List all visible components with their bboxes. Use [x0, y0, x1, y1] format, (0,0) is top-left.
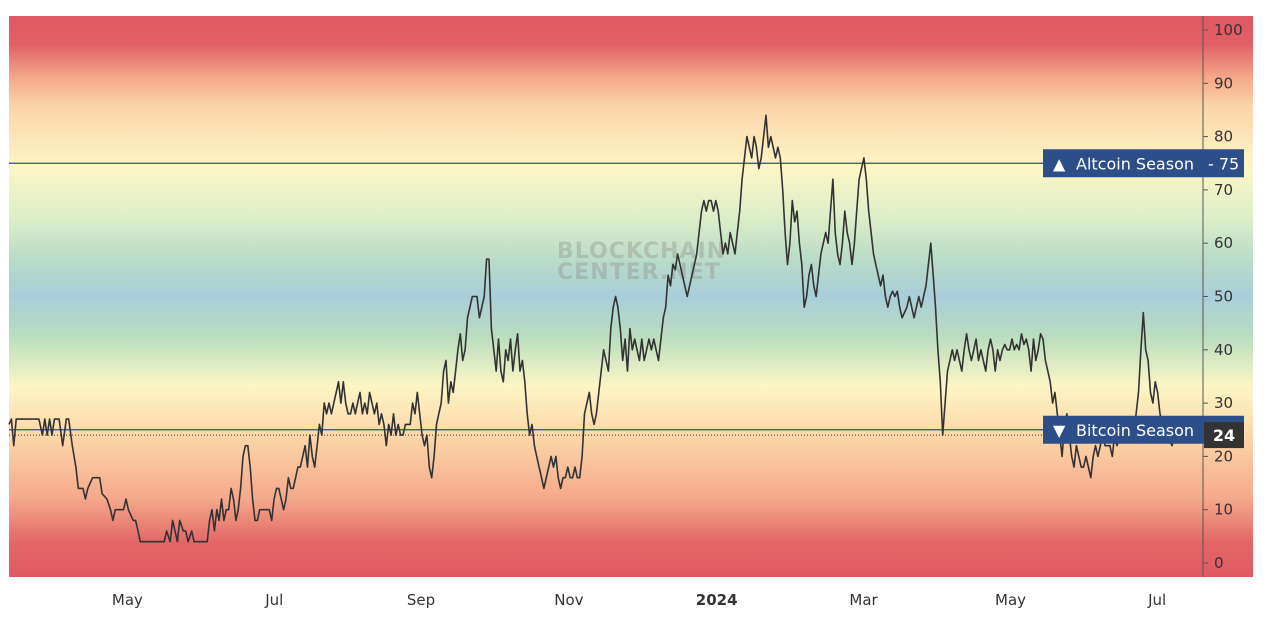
x-tick-label: Sep — [407, 591, 435, 609]
reference-badge-label: Bitcoin Season — [1076, 421, 1194, 440]
watermark-line-2: CENTER.NET — [557, 260, 721, 285]
series-layer — [8, 114, 1177, 543]
x-tick-label: May — [995, 591, 1026, 609]
x-tick-label: May — [112, 591, 143, 609]
series-line-0 — [8, 114, 1177, 543]
x-tick-label: Nov — [554, 591, 583, 609]
reference-lines — [9, 162, 1203, 436]
reference-badge-marker: ▼ — [1053, 421, 1066, 440]
y-tick-label: 0 — [1214, 554, 1224, 572]
current-value-badge-label: 24 — [1213, 426, 1235, 445]
y-tick-label: 20 — [1214, 447, 1233, 465]
x-tick-label: Mar — [849, 591, 878, 609]
reference-badge: ▲ Altcoin Season -75 — [1043, 149, 1244, 178]
reference-badge-separator: - — [1208, 154, 1214, 173]
x-axis-ticks: May Jul Sep Nov 2024 Mar May Jul — [112, 591, 1166, 609]
y-tick-label: 30 — [1214, 394, 1233, 412]
y-tick-label: 10 — [1214, 501, 1233, 519]
plot-background — [9, 16, 1253, 577]
y-tick-label: 100 — [1214, 21, 1243, 39]
reference-badge-label: Altcoin Season — [1076, 154, 1194, 173]
reference-badge-value: 75 — [1219, 154, 1239, 173]
reference-badge-marker: ▲ — [1053, 154, 1066, 173]
reference-badges: ▲Altcoin Season-75▼Bitcoin Season-2524 — [1043, 149, 1244, 449]
watermark-logo: BLOCKCHAIN CENTER.NET — [557, 239, 725, 285]
current-value-badge-bg — [1204, 422, 1244, 449]
y-tick-label: 50 — [1214, 288, 1233, 306]
x-tick-label: Jul — [264, 591, 283, 609]
x-tick-label: Jul — [1147, 591, 1166, 609]
y-tick-label: 40 — [1214, 341, 1233, 359]
y-tick-label: 90 — [1214, 74, 1233, 92]
y-tick-label: 60 — [1214, 234, 1233, 252]
x-tick-label: 2024 — [696, 591, 738, 609]
current-value-badge: 24 — [1204, 422, 1244, 449]
y-tick-label: 70 — [1214, 181, 1233, 199]
reference-badge-bg — [1043, 149, 1244, 178]
y-axis-ticks: 0 10 20 30 40 50 60 70 80 90 100 — [1203, 21, 1243, 572]
y-tick-label: 80 — [1214, 128, 1233, 146]
